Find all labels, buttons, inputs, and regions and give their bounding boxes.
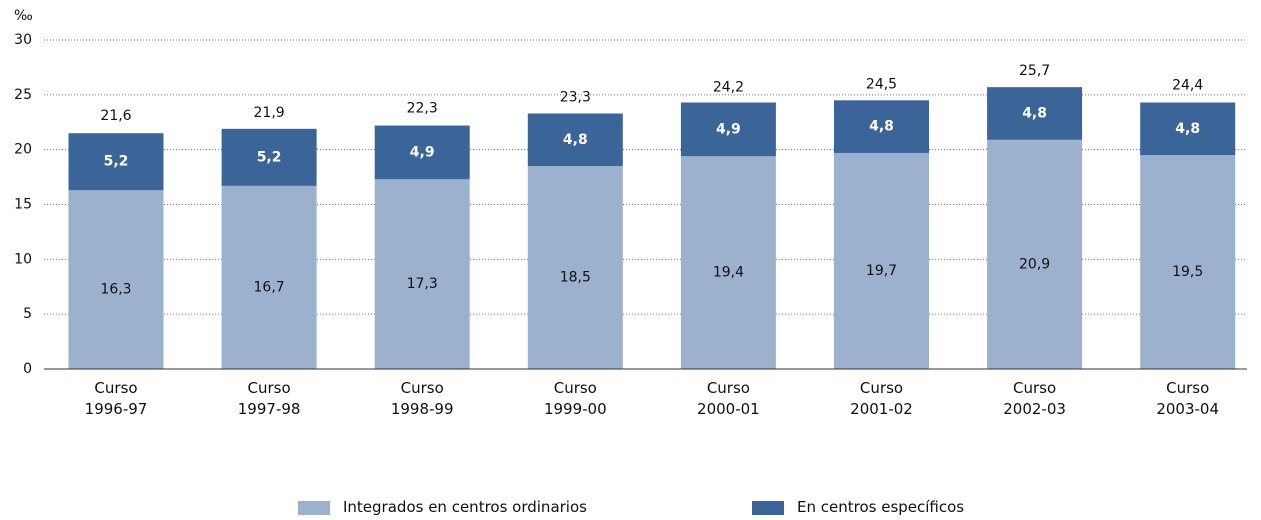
total-label: 24,4 (1172, 77, 1203, 93)
legend-label: En centros específicos (797, 498, 965, 516)
y-tick-label: 10 (14, 251, 32, 267)
legend-swatch (298, 501, 330, 515)
total-label: 24,5 (866, 76, 897, 92)
bar-segment (680, 102, 776, 157)
x-tick-label: Curso 1997-98 (237, 379, 301, 418)
legend-label: Integrados en centros ordinarios (343, 498, 587, 516)
bar-segment (374, 179, 470, 369)
value-label: 5,2 (257, 149, 282, 165)
value-label: 16,3 (100, 282, 131, 298)
total-label: 21,6 (100, 108, 131, 124)
bar-segment (221, 185, 317, 369)
bar-segment (1140, 102, 1236, 156)
value-label: 4,8 (563, 132, 588, 148)
value-label: 19,5 (1172, 264, 1203, 280)
bar-segment (68, 190, 164, 369)
y-tick-label: 15 (14, 197, 32, 213)
bar-segment (527, 113, 623, 167)
legend-swatch (752, 501, 784, 515)
value-label: 5,2 (104, 154, 129, 170)
x-tick-label: Curso 1996-97 (84, 379, 148, 418)
bar-segment (221, 128, 317, 186)
value-label: 19,4 (713, 265, 744, 281)
bar-segment (834, 100, 929, 153)
y-tick-label: 25 (14, 87, 32, 103)
bar-segment (987, 87, 1083, 140)
value-label: 4,8 (1175, 121, 1200, 137)
value-label: 4,8 (869, 119, 894, 135)
y-axis-label: ‰ (14, 8, 33, 24)
total-label: 25,7 (1019, 63, 1050, 79)
x-tick-label: Curso 2003-04 (1156, 379, 1220, 418)
value-label: 4,8 (1022, 105, 1047, 121)
y-tick-label: 20 (14, 142, 32, 158)
y-tick-label: 5 (23, 306, 32, 322)
value-label: 4,9 (410, 144, 435, 160)
total-label: 23,3 (560, 89, 591, 105)
value-label: 16,7 (254, 279, 285, 295)
total-label: 22,3 (407, 100, 438, 116)
bar-segment (527, 166, 623, 369)
value-label: 18,5 (560, 270, 591, 286)
total-label: 24,2 (713, 80, 744, 96)
bar-segment (68, 133, 164, 191)
bar-segment (680, 156, 776, 369)
y-tick-label: 0 (23, 361, 32, 377)
x-tick-label: Curso 2001-02 (850, 379, 913, 418)
bar-segment (374, 125, 470, 180)
bar-segment (1140, 155, 1236, 369)
value-label: 4,9 (716, 121, 741, 137)
value-label: 17,3 (407, 276, 438, 292)
x-tick-label: Curso 1999-00 (543, 379, 607, 418)
bar-segment (834, 152, 929, 369)
x-tick-label: Curso 2002-03 (1003, 379, 1066, 418)
total-label: 21,9 (254, 105, 285, 121)
x-tick-label: Curso 2000-01 (697, 379, 760, 418)
bar-segment (987, 139, 1083, 369)
x-tick-label: Curso 1998-99 (390, 379, 454, 418)
value-label: 19,7 (866, 263, 897, 279)
value-label: 20,9 (1019, 256, 1050, 272)
y-tick-label: 30 (14, 32, 32, 48)
